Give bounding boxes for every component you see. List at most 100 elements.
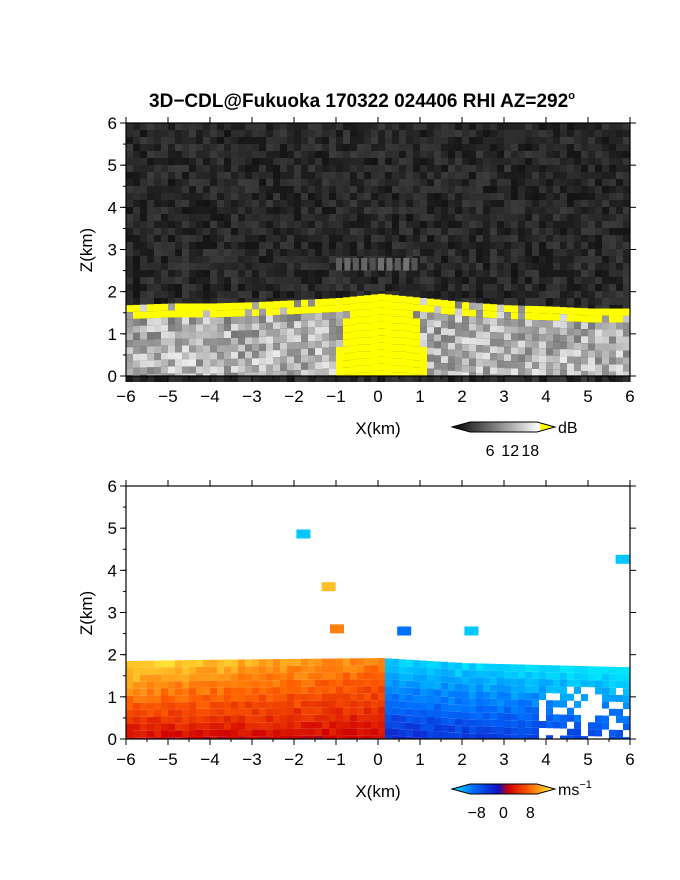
reflectivity-cell: [273, 172, 280, 179]
reflectivity-cell: [357, 302, 364, 310]
reflectivity-cell: [588, 343, 595, 351]
reflectivity-cell: [133, 346, 140, 354]
reflectivity-cell: [511, 158, 518, 165]
reflectivity-cell: [546, 327, 553, 335]
velocity-cell: [539, 693, 546, 701]
velocity-cell: [532, 706, 539, 714]
reflectivity-cell: [266, 291, 273, 298]
velocity-cell: [392, 679, 399, 687]
velocity-cell: [175, 730, 182, 738]
velocity-cell: [210, 736, 217, 739]
velocity-cell: [560, 672, 567, 680]
reflectivity-cell: [252, 151, 259, 158]
reflectivity-cell: [294, 130, 301, 137]
reflectivity-cell: [182, 277, 189, 284]
reflectivity-cell: [448, 186, 455, 193]
velocity-cell: [196, 666, 203, 674]
reflectivity-cell: [434, 313, 441, 321]
reflectivity-cell: [357, 365, 364, 373]
reflectivity-cell: [406, 375, 413, 382]
reflectivity-cell: [336, 346, 343, 354]
reflectivity-cell: [427, 270, 434, 277]
velocity-cell: [294, 707, 301, 715]
reflectivity-cell: [448, 200, 455, 207]
velocity-cell: [511, 671, 518, 679]
reflectivity-cell: [308, 151, 315, 158]
reflectivity-cell: [329, 263, 336, 270]
velocity-cell: [210, 666, 217, 674]
velocity-cell: [280, 722, 287, 730]
reflectivity-cell: [455, 249, 462, 256]
reflectivity-cell: [497, 339, 504, 347]
reflectivity-cell: [364, 158, 371, 165]
reflectivity-cell: [154, 179, 161, 186]
velocity-cell: [518, 678, 525, 686]
reflectivity-cell: [217, 214, 224, 221]
reflectivity-cell: [203, 331, 210, 339]
reflectivity-cell: [623, 315, 630, 323]
reflectivity-cell: [329, 130, 336, 137]
velocity-cell: [441, 689, 448, 697]
reflectivity-cell: [588, 322, 595, 330]
reflectivity-cell: [126, 284, 133, 291]
reflectivity-cell: [252, 228, 259, 235]
reflectivity-cell: [588, 263, 595, 270]
velocity-cell: [252, 729, 259, 737]
reflectivity-cell: [140, 221, 147, 228]
velocity-cell: [294, 693, 301, 701]
reflectivity-cell: [546, 348, 553, 356]
velocity-cell: [203, 736, 210, 739]
reflectivity-cell: [455, 242, 462, 249]
velocity-cell: [504, 727, 511, 735]
velocity-cell: [609, 687, 616, 695]
reflectivity-cell: [462, 228, 469, 235]
reflectivity-cell: [623, 375, 630, 382]
reflectivity-cell: [441, 375, 448, 382]
reflectivity-cell: [378, 151, 385, 158]
velocity-cell: [238, 701, 245, 709]
reflectivity-cell: [609, 329, 616, 337]
velocity-cell: [609, 666, 616, 674]
velocity-cell: [161, 709, 168, 717]
velocity-cell: [357, 707, 364, 715]
reflectivity-cell: [441, 207, 448, 214]
velocity-cell: [448, 697, 455, 705]
reflectivity-cell: [336, 200, 343, 207]
reflectivity-cell: [357, 137, 364, 144]
reflectivity-cell: [301, 137, 308, 144]
reflectivity-cell: [399, 316, 406, 324]
velocity-cell: [483, 705, 490, 713]
reflectivity-cell: [609, 263, 616, 270]
reflectivity-cell: [203, 137, 210, 144]
velocity-cell: [483, 684, 490, 692]
velocity-cell: [511, 720, 518, 728]
reflectivity-cell: [462, 256, 469, 263]
reflectivity-cell: [182, 373, 189, 376]
reflectivity-cell: [553, 179, 560, 186]
reflectivity-cell: [378, 370, 385, 376]
reflectivity-cell: [392, 200, 399, 207]
reflectivity-cell: [546, 123, 553, 130]
reflectivity-cell: [357, 284, 364, 291]
velocity-cell: [203, 701, 210, 709]
reflectivity-cell: [182, 291, 189, 298]
velocity-cell: [469, 663, 476, 671]
velocity-cell: [462, 684, 469, 692]
reflectivity-cell: [546, 193, 553, 200]
reflectivity-cell: [182, 359, 189, 367]
reflectivity-cell: [567, 179, 574, 186]
velocity-cell: [287, 693, 294, 701]
reflectivity-cell: [392, 351, 399, 359]
reflectivity-cell: [245, 277, 252, 284]
reflectivity-cell: [273, 371, 280, 376]
reflectivity-cell: [315, 235, 322, 242]
reflectivity-cell: [140, 284, 147, 291]
reflectivity-cell: [189, 263, 196, 270]
reflectivity-cell: [308, 193, 315, 200]
reflectivity-cell: [413, 297, 420, 305]
reflectivity-cell: [133, 375, 140, 382]
reflectivity-cell: [343, 172, 350, 179]
reflectivity-cell: [518, 200, 525, 207]
reflectivity-cell: [574, 284, 581, 291]
velocity-cell: [175, 723, 182, 731]
